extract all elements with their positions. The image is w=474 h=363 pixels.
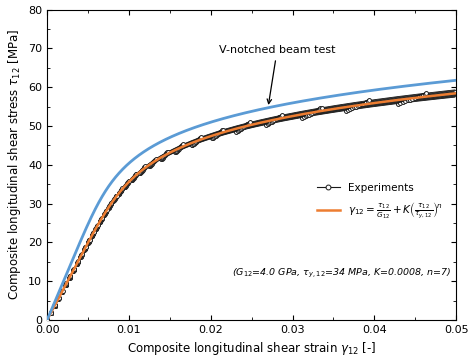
Legend: Experiments, $\gamma_{12} = \frac{\tau_{12}}{G_{12}} + K\left(\frac{\tau_{12}}{\: Experiments, $\gamma_{12} = \frac{\tau_{…	[313, 179, 447, 225]
Text: V-notched beam test: V-notched beam test	[219, 45, 336, 103]
X-axis label: Composite longitudinal shear strain $\gamma_{12}$ [-]: Composite longitudinal shear strain $\ga…	[127, 340, 376, 358]
Text: ($G_{12}$=4.0 GPa, $\tau_{y,12}$=34 MPa, $K$=0.0008, $n$=7): ($G_{12}$=4.0 GPa, $\tau_{y,12}$=34 MPa,…	[232, 266, 452, 280]
Y-axis label: Composite longitudinal shear stress $\tau_{12}$ [MPa]: Composite longitudinal shear stress $\ta…	[6, 29, 23, 300]
